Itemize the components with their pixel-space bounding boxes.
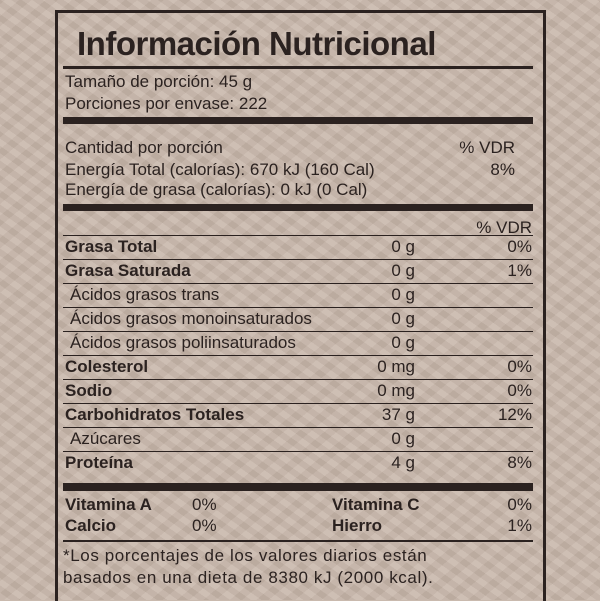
vitamin-a-label: Vitamina A bbox=[65, 495, 152, 515]
nutrient-label: Colesterol bbox=[65, 357, 148, 377]
nutrient-dv: 12% bbox=[498, 405, 532, 425]
row-divider bbox=[63, 331, 533, 332]
nutrient-dv: 8% bbox=[507, 453, 532, 473]
nutrient-amount: 0 g bbox=[391, 333, 415, 353]
divider-thick bbox=[63, 117, 533, 124]
calcium-dv: 0% bbox=[192, 516, 217, 536]
row-divider bbox=[63, 259, 533, 260]
footnote-line-2: basados en una dieta de 8380 kJ (2000 kc… bbox=[63, 568, 433, 588]
servings-per-container: Porciones por envase: 222 bbox=[65, 94, 267, 114]
nutrient-amount: 0 g bbox=[391, 309, 415, 329]
nutrient-amount: 0 mg bbox=[377, 381, 415, 401]
energy-total: Energía Total (calorías): 670 kJ (160 Ca… bbox=[65, 160, 375, 180]
divider bbox=[63, 66, 533, 69]
vitamin-c-label: Vitamina C bbox=[332, 495, 420, 515]
row-divider bbox=[63, 379, 533, 380]
nutrient-label: Ácidos grasos monoinsaturados bbox=[70, 309, 312, 329]
vitamin-a-dv: 0% bbox=[192, 495, 217, 515]
serving-size: Tamaño de porción: 45 g bbox=[65, 72, 252, 92]
nutrient-amount: 0 g bbox=[391, 237, 415, 257]
row-divider bbox=[63, 307, 533, 308]
nutrient-amount: 0 g bbox=[391, 285, 415, 305]
iron-label: Hierro bbox=[332, 516, 382, 536]
vitamin-c-dv: 0% bbox=[507, 495, 532, 515]
divider bbox=[63, 540, 533, 542]
nutrient-label: Grasa Saturada bbox=[65, 261, 191, 281]
nutrient-label: Ácidos grasos poliinsaturados bbox=[70, 333, 296, 353]
row-divider bbox=[63, 427, 533, 428]
dv-header: % VDR bbox=[459, 138, 515, 158]
nutrient-amount: 37 g bbox=[382, 405, 415, 425]
energy-fat: Energía de grasa (calorías): 0 kJ (0 Cal… bbox=[65, 180, 367, 200]
nutrient-label: Grasa Total bbox=[65, 237, 157, 257]
amount-per-serving: Cantidad por porción bbox=[65, 138, 223, 158]
nutrient-dv: 0% bbox=[507, 381, 532, 401]
row-divider bbox=[63, 403, 533, 404]
nutrient-amount: 0 g bbox=[391, 429, 415, 449]
label-title: Información Nutricional bbox=[77, 24, 436, 64]
nutrient-dv: 0% bbox=[507, 237, 532, 257]
nutrient-amount: 0 mg bbox=[377, 357, 415, 377]
row-divider bbox=[63, 451, 533, 452]
energy-total-dv: 8% bbox=[490, 160, 515, 180]
footnote-line-1: *Los porcentajes de los valores diarios … bbox=[63, 546, 427, 566]
row-divider bbox=[63, 283, 533, 284]
nutrient-label: Ácidos grasos trans bbox=[70, 285, 219, 305]
nutrient-label: Carbohidratos Totales bbox=[65, 405, 244, 425]
nutrient-dv: 1% bbox=[507, 261, 532, 281]
calcium-label: Calcio bbox=[65, 516, 116, 536]
iron-dv: 1% bbox=[507, 516, 532, 536]
nutrient-label: Azúcares bbox=[70, 429, 141, 449]
nutrient-dv: 0% bbox=[507, 357, 532, 377]
divider-thick bbox=[63, 483, 533, 491]
nutrient-label: Sodio bbox=[65, 381, 112, 401]
nutrient-amount: 4 g bbox=[391, 453, 415, 473]
divider-thick bbox=[63, 204, 533, 211]
row-divider bbox=[63, 235, 533, 236]
nutrient-amount: 0 g bbox=[391, 261, 415, 281]
nutrient-label: Proteína bbox=[65, 453, 133, 473]
row-divider bbox=[63, 355, 533, 356]
